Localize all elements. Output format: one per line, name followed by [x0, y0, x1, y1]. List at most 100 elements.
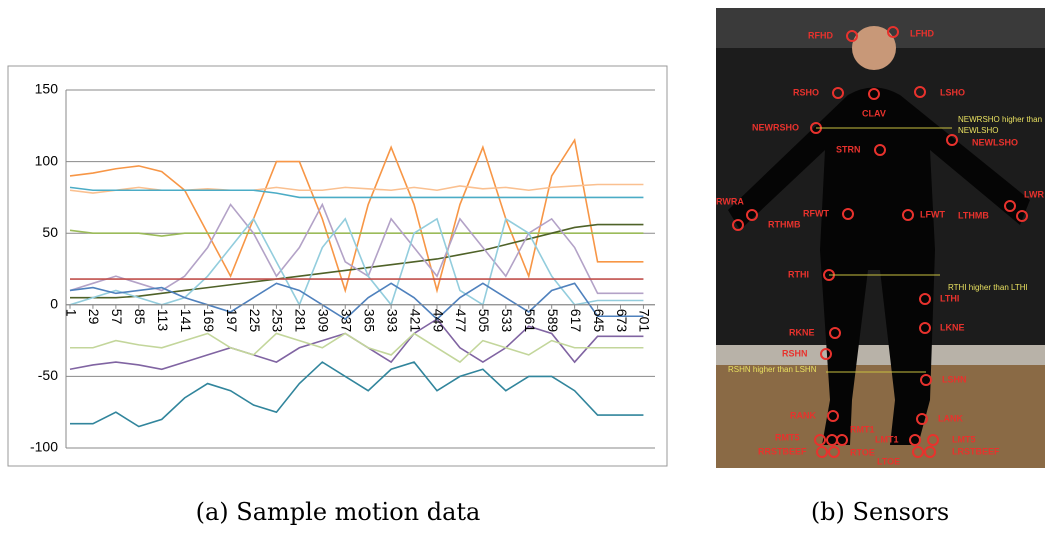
series-line — [70, 361, 644, 428]
sensor-label: NEWLSHO — [972, 137, 1018, 147]
x-tick-label: 141 — [178, 309, 194, 333]
sensor-marker — [946, 134, 958, 146]
sensor-label: LTHI — [940, 293, 959, 303]
x-tick-label: 281 — [293, 309, 309, 333]
sensor-label: LMT1 — [875, 434, 899, 444]
x-tick-label: 169 — [201, 309, 217, 333]
x-tick-label: 113 — [155, 309, 171, 332]
x-tick-label: 1 — [63, 309, 79, 317]
sensor-marker — [827, 410, 839, 422]
sensor-marker — [732, 219, 744, 231]
sensor-marker — [919, 322, 931, 334]
sensor-label: LSHN — [942, 374, 967, 384]
sensor-marker — [816, 446, 828, 458]
sensor-label: RKNE — [789, 327, 815, 337]
sensor-label: RFHD — [808, 30, 833, 40]
x-tick-label: 253 — [270, 309, 286, 333]
x-tick-label: 589 — [545, 309, 561, 333]
sensor-marker — [919, 293, 931, 305]
x-tick-label: 57 — [109, 309, 125, 325]
sensor-label: LANK — [938, 413, 963, 423]
series-line — [69, 217, 644, 307]
x-tick-label: 561 — [522, 309, 538, 333]
sensor-marker — [828, 446, 840, 458]
series-line — [69, 282, 644, 321]
sensor-marker — [814, 434, 826, 446]
sensor-label: RRSTBEEF — [758, 446, 807, 456]
photo — [716, 8, 1045, 468]
x-tick-label: 533 — [499, 309, 515, 333]
sensor-marker — [1016, 210, 1028, 222]
sensor-label: CLAV — [862, 108, 886, 118]
x-tick-label: 197 — [224, 309, 240, 333]
sensor-label: RWRA — [716, 196, 744, 206]
series-line — [69, 186, 644, 199]
x-tick-label: 449 — [430, 309, 446, 333]
sensor-note: NEWLSHO — [958, 126, 998, 135]
x-tick-label: 365 — [361, 309, 377, 333]
sensor-marker — [920, 374, 932, 386]
x-tick-label: 645 — [591, 309, 607, 333]
sensor-label: LKNE — [940, 322, 965, 332]
sensor-label: LFWT — [920, 209, 945, 219]
sensor-marker — [902, 209, 914, 221]
sensor-marker — [874, 144, 886, 156]
series-line — [70, 332, 644, 364]
x-tick-label: 421 — [407, 309, 423, 333]
y-tick-label: -100 — [30, 439, 58, 455]
sensor-marker — [846, 30, 858, 42]
y-tick-label: 50 — [42, 224, 58, 240]
sensor-marker — [832, 87, 844, 99]
sensor-label: STRN — [836, 144, 861, 154]
x-tick-label: 85 — [132, 309, 148, 325]
sensor-label: LTOE — [877, 456, 900, 466]
series-line — [69, 229, 644, 237]
y-tick-label: 100 — [35, 152, 59, 168]
sensor-marker — [746, 209, 758, 221]
x-tick-label: 701 — [637, 309, 653, 333]
y-tick-label: 0 — [50, 296, 58, 312]
sensor-label: RMT5 — [775, 432, 800, 442]
x-tick-label: 673 — [614, 309, 630, 333]
sensor-marker — [1004, 200, 1016, 212]
sensor-note: NEWRSHO higher than — [958, 115, 1042, 124]
x-tick-label: 477 — [453, 309, 469, 333]
sensor-marker — [927, 434, 939, 446]
sensor-note: RSHN higher than LSHN — [728, 365, 817, 374]
x-tick-label: 505 — [476, 309, 492, 333]
sensor-marker — [924, 446, 936, 458]
x-tick-label: 225 — [247, 309, 263, 333]
sensor-label: RANK — [790, 410, 816, 420]
caption: (b) Sensors — [811, 498, 949, 526]
sensor-marker — [826, 434, 838, 446]
sensor-label: RMT1 — [850, 424, 875, 434]
sensor-label: RFWT — [803, 208, 829, 218]
x-tick-label: 309 — [316, 309, 332, 333]
sensor-marker — [842, 208, 854, 220]
y-tick-label: 150 — [35, 81, 59, 97]
sensor-marker — [914, 86, 926, 98]
sensor-label: NEWRSHO — [752, 122, 799, 132]
sensor-label: LSHO — [940, 87, 965, 97]
x-tick-label: 29 — [86, 309, 102, 325]
sensor-label: LRSTBEEF — [952, 446, 1000, 456]
caption: (a) Sample motion data — [196, 498, 481, 526]
sensor-label: RTHMB — [768, 219, 801, 229]
sensor-marker — [820, 348, 832, 360]
sensor-marker — [916, 413, 928, 425]
x-tick-label: 337 — [339, 309, 355, 333]
sensor-label: LMT5 — [952, 434, 976, 444]
y-tick-label: -50 — [38, 367, 58, 383]
sensor-label: LWR — [1024, 189, 1044, 199]
x-tick-label: 393 — [384, 309, 400, 333]
sensor-label: RSHO — [793, 87, 819, 97]
sensor-label: RTHI — [788, 269, 809, 279]
sensor-label: RTOE — [850, 447, 875, 457]
sensor-label: LFHD — [910, 28, 934, 38]
sensor-marker — [829, 327, 841, 339]
sensor-marker — [912, 446, 924, 458]
sensor-marker — [909, 434, 921, 446]
sensor-marker — [887, 26, 899, 38]
sensor-label: RSHN — [782, 348, 808, 358]
series-line — [69, 202, 644, 295]
